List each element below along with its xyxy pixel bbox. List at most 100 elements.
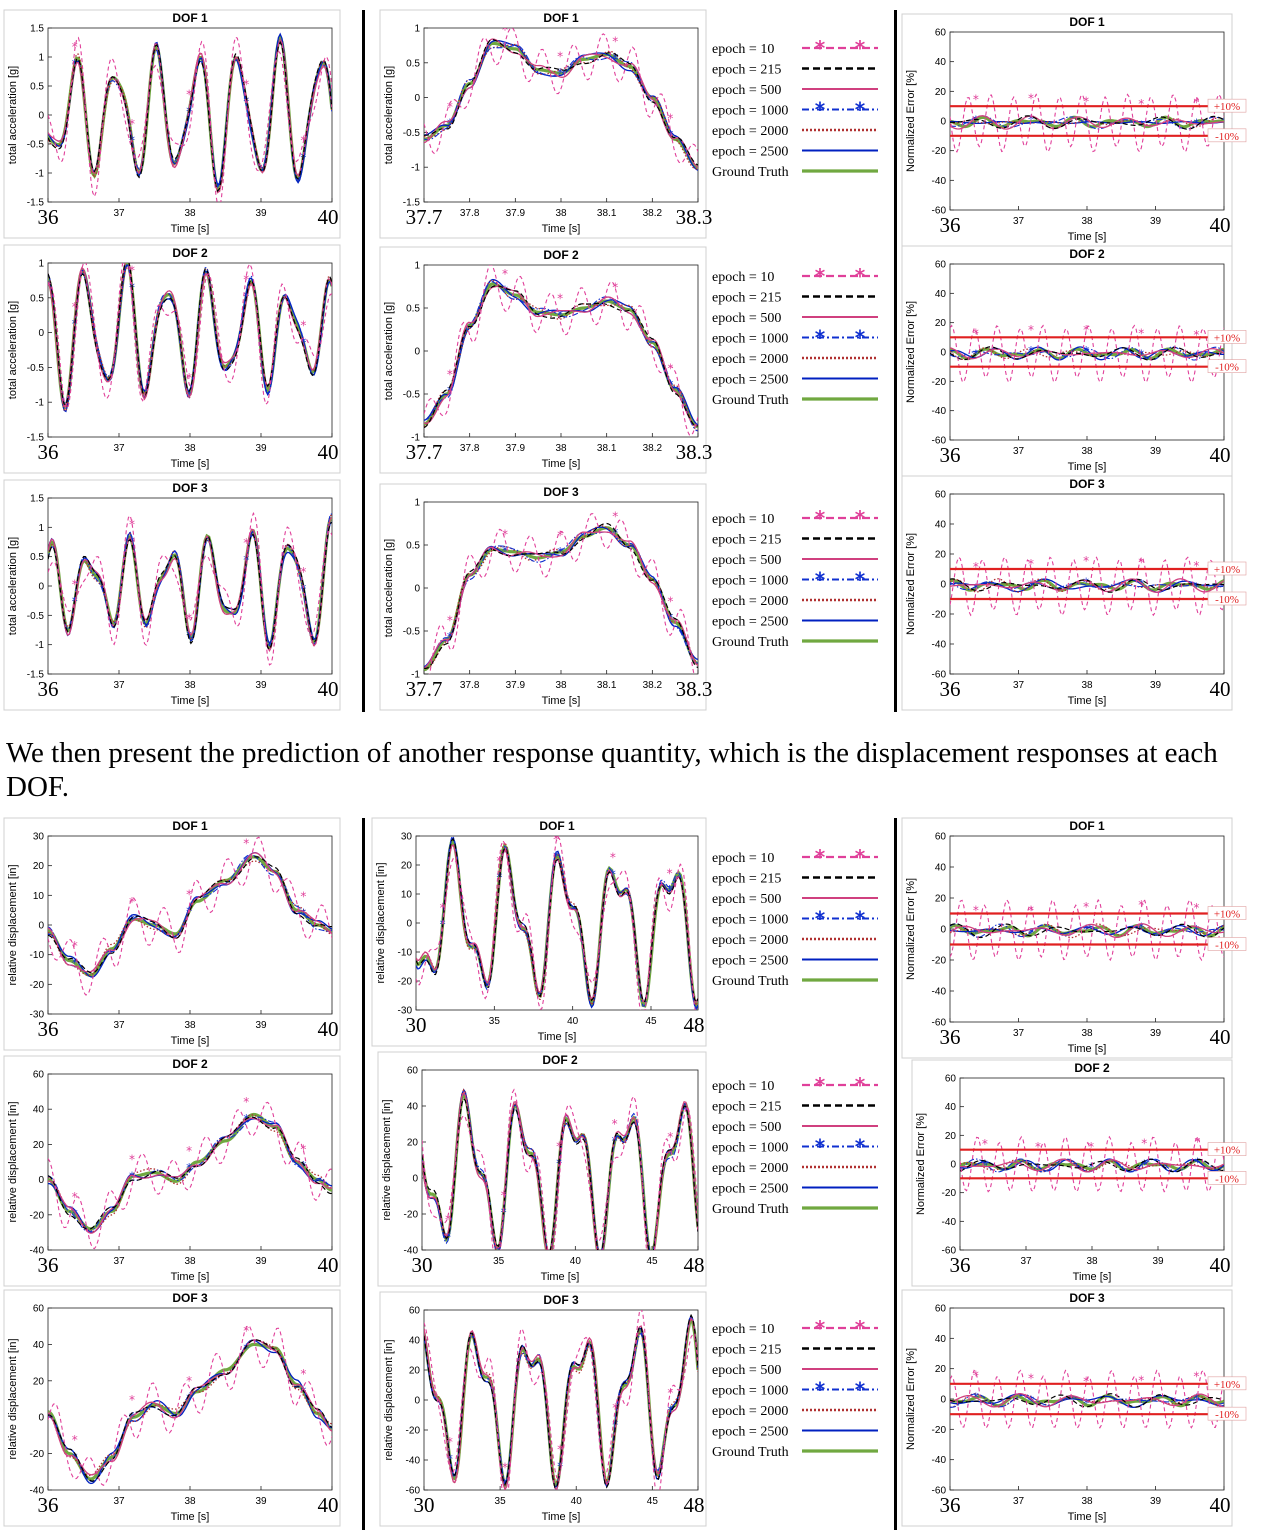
legend-marker: * bbox=[855, 326, 866, 350]
series-marker: * bbox=[1193, 328, 1199, 342]
y-tick-label: -10 bbox=[398, 948, 413, 959]
y-tick-label: 0 bbox=[950, 1160, 956, 1171]
series-marker: * bbox=[129, 264, 135, 278]
x-tick-label: 37 bbox=[1013, 1496, 1025, 1507]
series-marker: * bbox=[557, 66, 563, 80]
threshold-label-box bbox=[1207, 128, 1247, 143]
y-tick-label: 1.5 bbox=[30, 494, 44, 505]
legend-label: Ground Truth bbox=[712, 1202, 789, 1217]
series-line-epoch-215 bbox=[950, 1393, 1224, 1408]
series-marker: * bbox=[186, 88, 192, 102]
y-tick-label: 0 bbox=[38, 111, 44, 122]
chart-acc-zoom-1: DOF 1 -1.5 -1 -0.5 0 0.5 1 37.7 37.8 37.9 38 38.1 38… bbox=[379, 9, 712, 239]
legend-label: epoch = 2000 bbox=[712, 352, 788, 367]
series-marker: * bbox=[1138, 555, 1144, 569]
series-marker: * bbox=[982, 1157, 988, 1171]
y-tick-label: -1 bbox=[411, 433, 420, 444]
series-marker: * bbox=[667, 1147, 673, 1161]
legend-marker: * bbox=[855, 98, 866, 122]
y-axis-label: total acceleration [g] bbox=[383, 66, 395, 164]
x-axis-label: Time [s] bbox=[1068, 461, 1107, 473]
chart-acc-err-1: DOF 1 -60 -40 -20 0 20 40 60 36 37 38 39 40 Time [s] N… bbox=[901, 13, 1247, 247]
y-tick-label: 40 bbox=[33, 1105, 45, 1116]
chart-disp-full-2: DOF 2 -40 -20 0 20 40 60 30 35 40 45 48 Time [s] rela… bbox=[377, 1051, 707, 1287]
y-tick-label: -40 bbox=[932, 176, 947, 187]
series-marker: * bbox=[502, 1461, 508, 1475]
y-tick-label: -0.5 bbox=[27, 611, 45, 622]
x-tick-label: 40 bbox=[571, 1496, 583, 1507]
x-axis-label: Time [s] bbox=[171, 1511, 210, 1523]
series-group: ********** bbox=[424, 265, 698, 437]
series-marker: * bbox=[610, 867, 616, 881]
y-tick-label: -20 bbox=[398, 977, 413, 988]
legend-label: epoch = 500 bbox=[712, 1120, 781, 1135]
x-axis-label: Time [s] bbox=[171, 695, 210, 707]
series-marker: * bbox=[300, 1142, 306, 1156]
legend-marker: * bbox=[815, 326, 826, 350]
chart-disp-err-1: DOF 1 -60 -40 -20 0 20 40 60 36 37 38 39 40 Time [s] N… bbox=[901, 817, 1247, 1059]
series-marker: * bbox=[186, 611, 192, 625]
y-tick-label: 0 bbox=[38, 1413, 44, 1424]
x-tick-label: 38 bbox=[1081, 1028, 1093, 1039]
legend-label: epoch = 215 bbox=[712, 533, 781, 548]
column-divider-right-bottom bbox=[894, 818, 897, 1530]
legend-3: epoch = 10 * * epoch = 215 epoch = 500 epoch … bbox=[712, 506, 878, 650]
series-marker: * bbox=[1028, 91, 1034, 105]
threshold-label: -10% bbox=[1215, 594, 1239, 606]
y-tick-label: 20 bbox=[935, 87, 947, 98]
chart-acc-full-1: DOF 1 -1.5 -1 -0.5 0 0.5 1 1.5 36 37 38 39 40 Time [s… bbox=[3, 9, 341, 239]
series-marker: * bbox=[1138, 97, 1144, 111]
series-line-epoch-2000 bbox=[48, 1114, 332, 1233]
y-tick-label: -40 bbox=[30, 1486, 45, 1497]
x-tick-label: 35 bbox=[493, 1256, 505, 1267]
legend-marker: * bbox=[855, 907, 866, 931]
legend-marker: * bbox=[855, 568, 866, 592]
legend-label: epoch = 500 bbox=[712, 311, 781, 326]
y-tick-label: -30 bbox=[30, 1010, 45, 1021]
legend-marker: * bbox=[855, 1316, 866, 1340]
series-marker: * bbox=[447, 100, 453, 114]
x-tick-label: 37.8 bbox=[460, 680, 480, 691]
series-marker: * bbox=[243, 273, 249, 287]
series-marker: * bbox=[72, 1207, 78, 1221]
legend-label: epoch = 1000 bbox=[712, 913, 788, 928]
y-tick-label: 1.5 bbox=[30, 24, 44, 35]
x-tick-label: 36 bbox=[38, 1493, 59, 1517]
chart-acc-zoom-3: DOF 3 -1 -0.5 0 0.5 1 37.7 37.8 37.9 38 38.1 38.2 38… bbox=[379, 483, 712, 711]
series-line-epoch-2000 bbox=[960, 1158, 1224, 1173]
y-tick-label: -40 bbox=[932, 640, 947, 651]
legend-label: epoch = 2000 bbox=[712, 1404, 788, 1419]
y-tick-label: -40 bbox=[30, 1246, 45, 1257]
series-line-epoch-1000 bbox=[950, 581, 1224, 591]
threshold-label-box bbox=[1207, 937, 1247, 951]
series-marker: * bbox=[667, 1403, 673, 1417]
series-line-epoch-2500 bbox=[48, 1339, 332, 1485]
series-marker: * bbox=[612, 526, 618, 540]
y-tick-label: -20 bbox=[30, 980, 45, 991]
y-tick-label: 20 bbox=[935, 1364, 947, 1375]
x-tick-label: 37 bbox=[113, 208, 125, 219]
y-tick-label: -60 bbox=[932, 670, 947, 681]
series-line-ground-truth bbox=[424, 282, 698, 429]
chart-title: DOF 1 bbox=[172, 819, 208, 833]
series-marker: * bbox=[72, 956, 78, 970]
series-marker: * bbox=[667, 866, 673, 880]
chart-title: DOF 3 bbox=[1069, 477, 1105, 491]
series-marker: * bbox=[1028, 926, 1034, 940]
chart-disp-zoom-3: DOF 3 -40 -20 0 20 40 60 36 37 38 39 40 Time [s] rela… bbox=[3, 1289, 341, 1527]
legend-label: epoch = 2500 bbox=[712, 145, 788, 160]
series-marker: * bbox=[1138, 348, 1144, 362]
y-tick-label: -0.5 bbox=[403, 128, 421, 139]
x-tick-label: 37.8 bbox=[460, 443, 480, 454]
x-tick-label: 40 bbox=[1210, 1025, 1231, 1049]
series-group: ********** bbox=[48, 512, 332, 666]
series-marker: * bbox=[1193, 923, 1199, 937]
x-tick-label: 38.2 bbox=[643, 443, 663, 454]
y-tick-label: -1.5 bbox=[27, 670, 45, 681]
legend-label: Ground Truth bbox=[712, 1445, 789, 1460]
y-tick-label: -40 bbox=[404, 1246, 419, 1257]
series-line-epoch-215 bbox=[48, 263, 332, 407]
series-line-epoch-10 bbox=[48, 1101, 332, 1250]
y-tick-label: -20 bbox=[932, 146, 947, 157]
legend-label: epoch = 215 bbox=[712, 291, 781, 306]
